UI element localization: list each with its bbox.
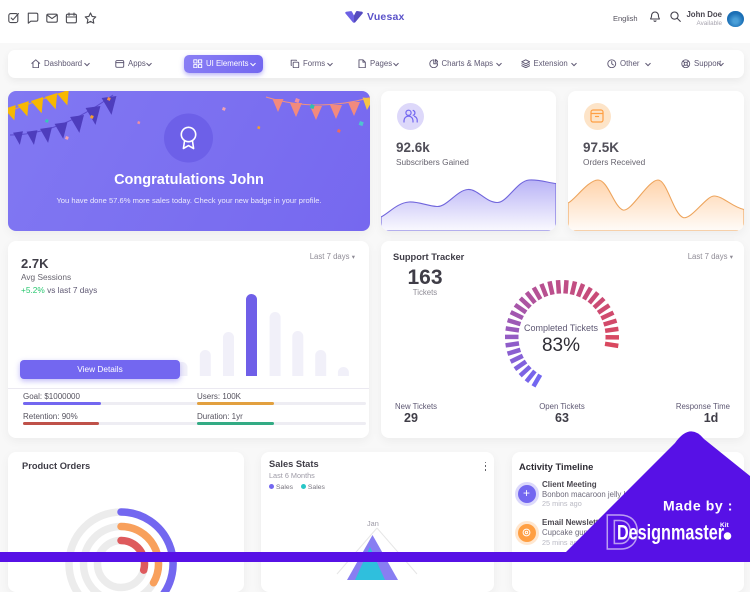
svg-text:Kit: Kit (720, 522, 730, 529)
svg-text:Made by :: Made by : (663, 498, 733, 514)
svg-text:Designmaster: Designmaster (617, 522, 724, 545)
